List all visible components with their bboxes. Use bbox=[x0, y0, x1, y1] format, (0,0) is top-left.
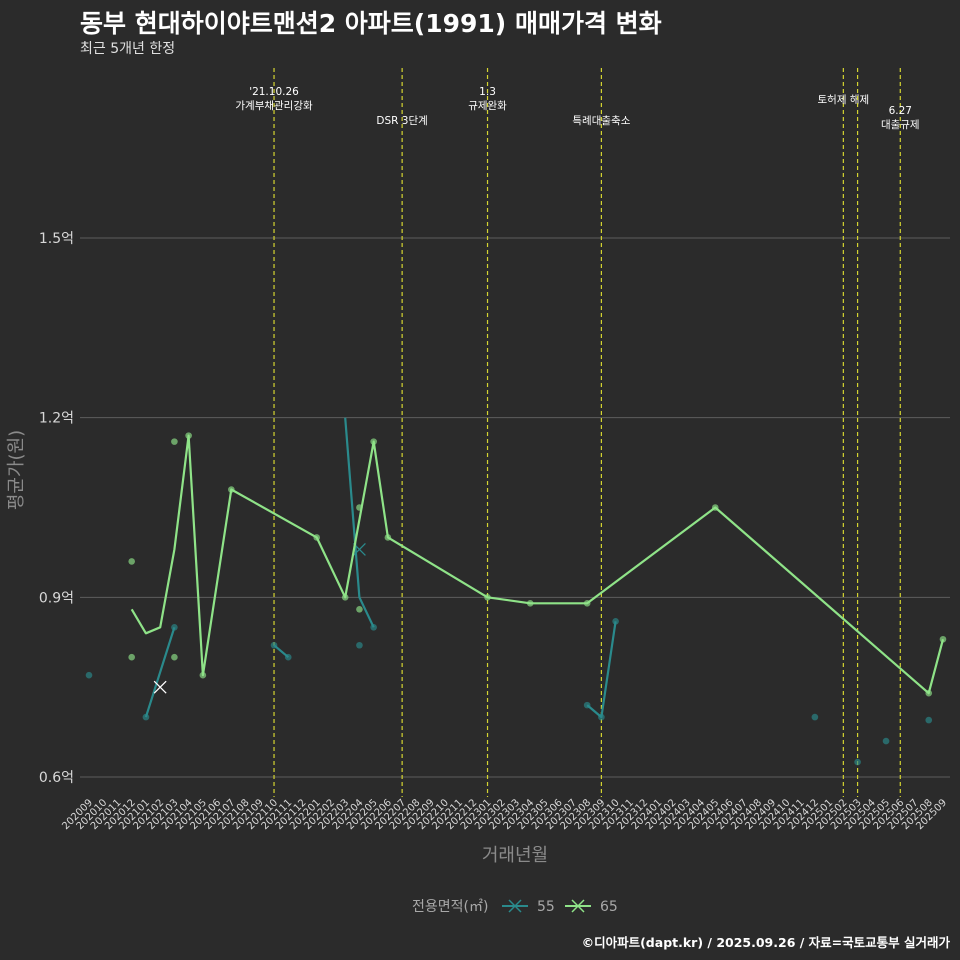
series-65-point bbox=[526, 600, 534, 607]
legend-key-65-cross bbox=[571, 899, 585, 913]
x-axis-title: 거래년월 bbox=[482, 845, 548, 866]
event-label: 토허제 해제 bbox=[818, 93, 870, 106]
series-65-point bbox=[185, 432, 192, 439]
series-55-point bbox=[85, 671, 93, 679]
event-label: 6.27 bbox=[889, 105, 912, 117]
series-65-point bbox=[484, 594, 491, 601]
source-caption: ©디아파트(dapt.kr) / 2025.09.26 / 자료=국토교통부 실… bbox=[581, 935, 950, 950]
series-65-point bbox=[341, 594, 349, 601]
event-label: 규제완화 bbox=[468, 99, 507, 112]
series-55-point bbox=[270, 641, 278, 649]
y-tick-label: 1.2억 bbox=[39, 411, 74, 427]
event-label: 대출규제 bbox=[881, 119, 920, 131]
event-label: 1.3 bbox=[479, 86, 496, 98]
series-55-point bbox=[811, 713, 819, 721]
legend-title: 전용면적(㎡) bbox=[412, 899, 488, 915]
legend-label-55: 55 bbox=[537, 899, 555, 915]
series-55-point bbox=[171, 623, 178, 631]
series bbox=[85, 417, 947, 766]
series-55-point bbox=[370, 623, 377, 631]
series-65-point bbox=[128, 653, 135, 661]
page-title: 동부 현대하이야트맨션2 아파트(1991) 매매가격 변화 bbox=[80, 9, 662, 38]
legend-label-65: 65 bbox=[600, 899, 618, 915]
series-55-point bbox=[356, 641, 363, 649]
series-65-point bbox=[356, 504, 363, 511]
series-55-point bbox=[612, 617, 619, 625]
series-65-point bbox=[711, 504, 719, 511]
series-65-point bbox=[228, 486, 235, 493]
series-55-point bbox=[882, 737, 890, 745]
series-65-line bbox=[130, 434, 945, 695]
series-55-line bbox=[144, 626, 176, 718]
series-55-point bbox=[925, 716, 933, 724]
series-65-point bbox=[370, 438, 377, 445]
series-65-point bbox=[313, 534, 321, 541]
event-label: 특례대출축소 bbox=[572, 115, 630, 127]
series-55-point bbox=[854, 758, 861, 766]
series-65-point bbox=[356, 606, 363, 613]
legend: 전용면적(㎡) 55 65 bbox=[412, 899, 618, 915]
legend-key-55-cross bbox=[508, 899, 522, 913]
series-55-point bbox=[284, 653, 292, 661]
series-65-point bbox=[128, 558, 135, 565]
series-65-point bbox=[199, 671, 207, 679]
series-65-point bbox=[583, 600, 591, 607]
series-65-point bbox=[171, 653, 178, 661]
series-55-point bbox=[583, 701, 591, 709]
series-65-cross-marker bbox=[153, 680, 167, 694]
series-55-point bbox=[142, 713, 150, 721]
grid: 0.6억0.9억1.2억1.5억202009202010202011202012… bbox=[39, 231, 950, 832]
event-label: DSR 3단계 bbox=[376, 115, 427, 127]
series-65-point bbox=[925, 689, 933, 697]
series-65-point bbox=[384, 534, 392, 541]
series-65-point bbox=[171, 438, 178, 445]
event-label: '21.10.26 bbox=[249, 86, 299, 98]
axes: 거래년월 평균가(원) bbox=[6, 430, 548, 866]
series-55-line bbox=[344, 417, 375, 628]
event-label: 가계부채관리강화 bbox=[235, 100, 313, 112]
page-subtitle: 최근 5개년 한정 bbox=[80, 41, 176, 57]
series-65-point bbox=[939, 635, 947, 643]
y-tick-label: 0.9억 bbox=[39, 590, 74, 606]
y-axis-title: 평균가(원) bbox=[6, 430, 27, 510]
y-tick-label: 0.6억 bbox=[39, 770, 74, 786]
series-55-point bbox=[598, 713, 605, 721]
y-tick-label: 1.5억 bbox=[39, 231, 74, 247]
